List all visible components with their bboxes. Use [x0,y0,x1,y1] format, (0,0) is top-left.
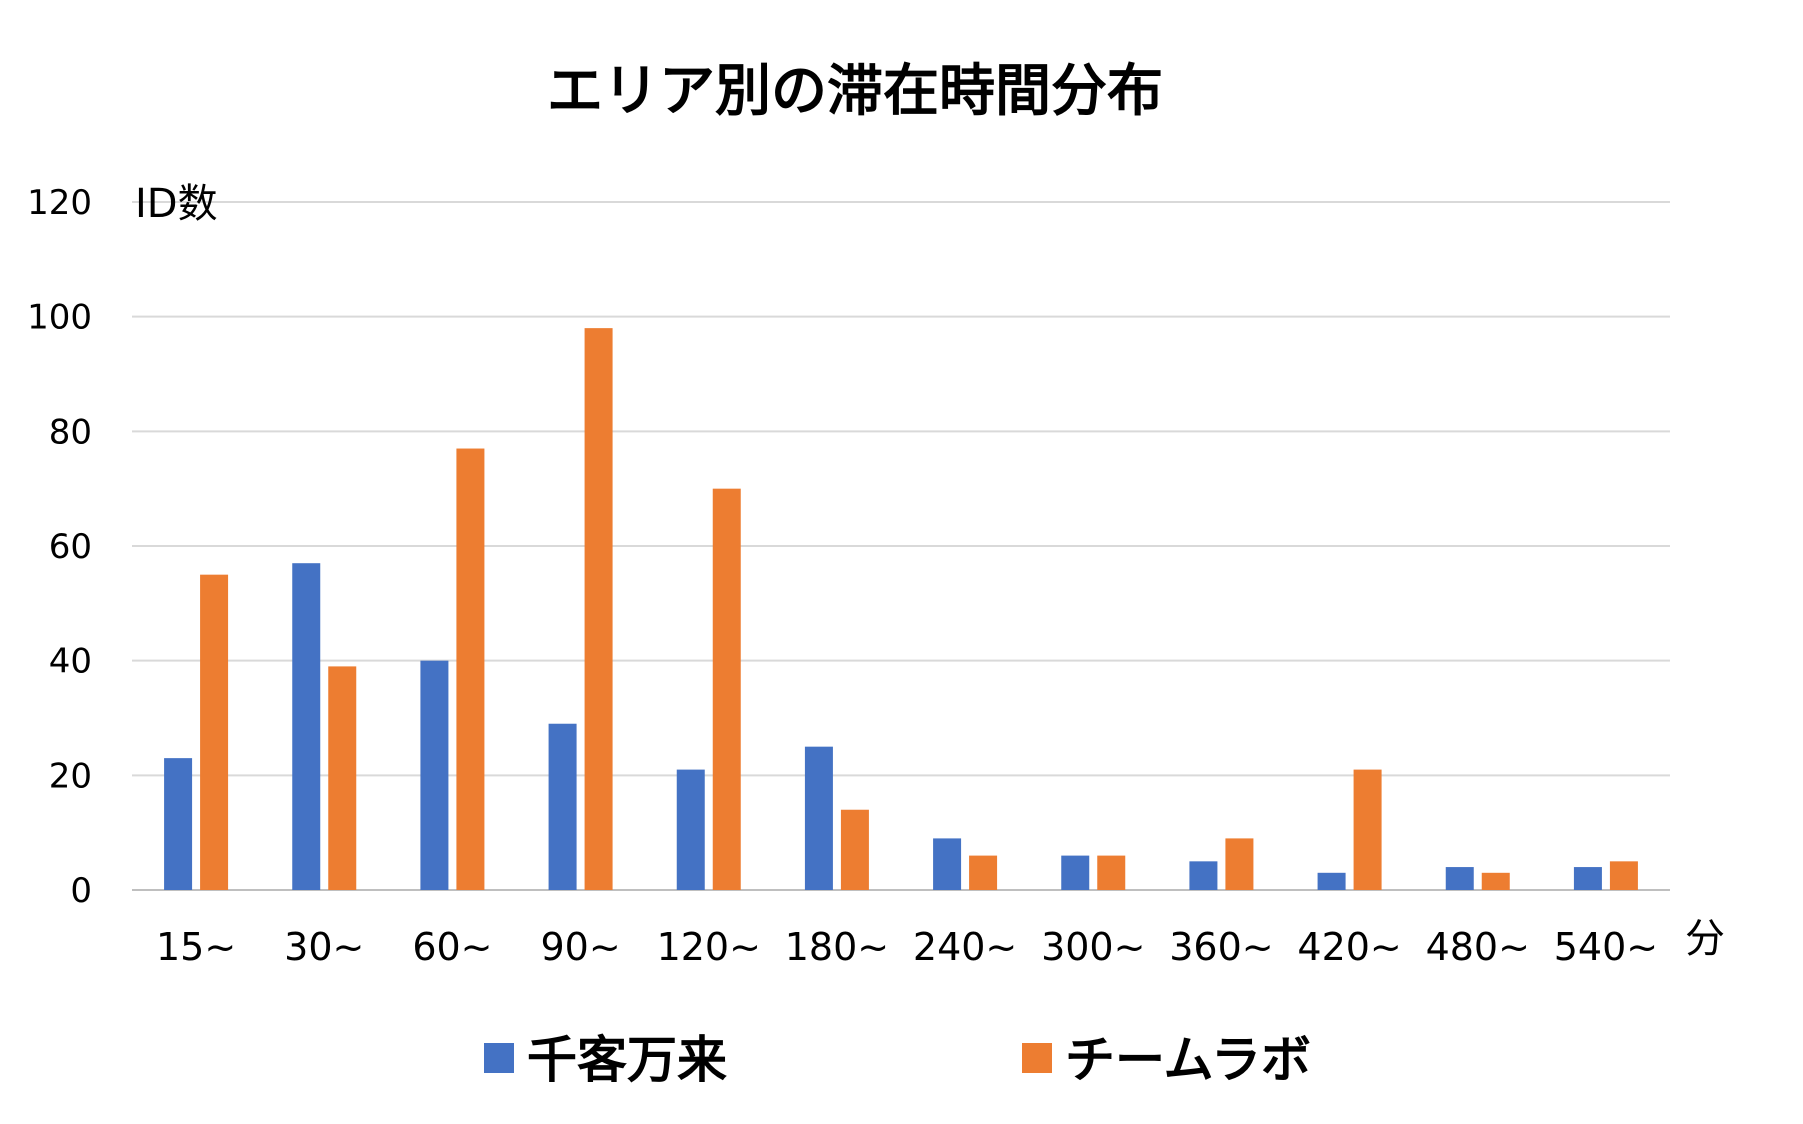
y-tick-label: 20 [49,756,92,796]
legend: 千客万来 チームラボ [484,1031,1311,1089]
x-tick-label: 90~ [540,925,620,969]
bar-series-1-4 [676,769,705,890]
bar-series-2-0 [200,574,229,890]
x-tick-label: 120~ [657,925,761,969]
bar-series-1-3 [548,723,577,890]
chart-title: エリア別の滞在時間分布 [547,59,1163,124]
bar-series-2-3 [584,328,613,891]
y-tick-label: 80 [49,412,92,452]
bar-series-1-1 [292,563,321,890]
bar-series-1-9 [1317,872,1346,890]
legend-label-series-2: チームラボ [1065,1031,1311,1089]
bar-series-1-5 [804,746,833,890]
bar-series-1-2 [420,660,449,890]
x-tick-label: 420~ [1297,925,1401,969]
bar-series-2-7 [1097,855,1126,890]
x-tick-label: 360~ [1169,925,1273,969]
bar-series-2-11 [1609,861,1638,890]
x-tick-label: 15~ [156,925,236,969]
bar-series-2-5 [840,809,869,890]
labels-layer: 0 20 40 60 80 100 120 15~ 30~ 60~ 90~ 120~ 180~ 240~ 3… [27,183,1658,969]
x-axis-label: 分 [1685,916,1725,962]
legend-swatch-series-1 [484,1043,514,1073]
bar-series-2-8 [1225,838,1254,890]
bar-series-1-8 [1189,861,1218,890]
bar-series-2-1 [328,666,357,890]
y-tick-label: 0 [70,871,92,911]
x-tick-label: 60~ [412,925,492,969]
bar-series-2-2 [456,448,485,890]
bar-series-2-4 [712,488,741,890]
x-tick-label: 240~ [913,925,1017,969]
bar-series-2-6 [969,855,998,890]
x-tick-label: 30~ [284,925,364,969]
bar-series-1-7 [1061,855,1090,890]
legend-label-series-1: 千客万来 [527,1031,727,1089]
y-tick-label: 120 [27,183,92,223]
y-tick-label: 60 [49,527,92,567]
bar-series-1-6 [933,838,962,890]
bar-series-2-10 [1481,872,1510,890]
y-tick-label: 40 [49,642,92,682]
y-tick-label: 100 [27,298,92,338]
x-tick-label: 300~ [1041,925,1145,969]
x-tick-label: 480~ [1426,925,1530,969]
x-tick-label: 540~ [1554,925,1658,969]
bars-layer [164,328,1638,891]
grid-layer [132,201,1670,891]
y-axis-label: ID数 [135,181,218,227]
legend-swatch-series-2 [1022,1043,1052,1073]
bar-series-2-9 [1353,769,1382,890]
bar-series-1-11 [1573,867,1602,890]
x-tick-label: 180~ [785,925,889,969]
bar-series-1-0 [164,758,193,890]
bar-series-1-10 [1445,867,1474,890]
